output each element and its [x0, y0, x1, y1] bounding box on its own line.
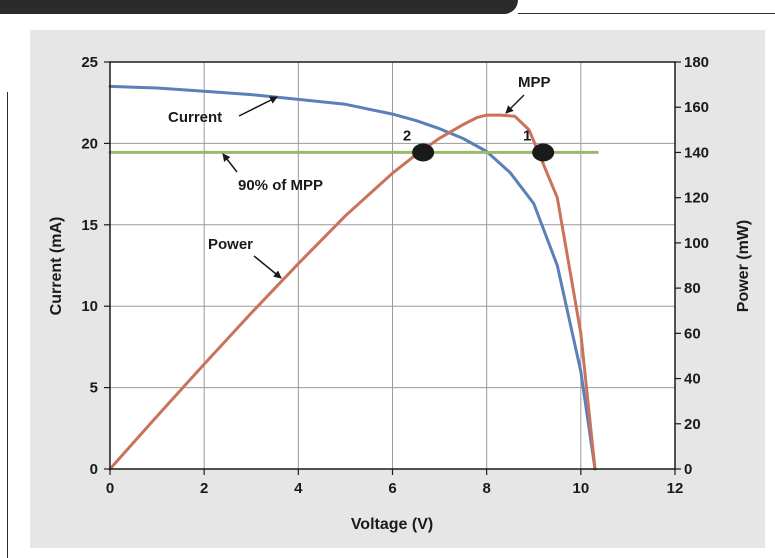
left-rule — [7, 92, 8, 558]
y2-tick-label: 20 — [684, 416, 701, 433]
y-tick-label: 20 — [81, 135, 98, 152]
point-label-1: 1 — [523, 127, 531, 144]
top-rule — [518, 13, 775, 14]
x-tick-label: 6 — [388, 480, 396, 497]
point-marker-2 — [412, 143, 434, 161]
y-tick-label: 15 — [81, 217, 98, 234]
y2-tick-label: 160 — [684, 99, 709, 116]
annotation-current: Current — [168, 109, 222, 126]
annotation-power: Power — [208, 236, 253, 253]
y-axis-label: Current (mA) — [48, 217, 65, 316]
y2-tick-label: 40 — [684, 371, 701, 388]
y2-tick-label: 80 — [684, 280, 701, 297]
x-tick-label: 0 — [106, 480, 114, 497]
y2-tick-label: 100 — [684, 235, 709, 252]
chart-panel: 0 2 4 6 8 10 12 0 5 10 15 20 25 0 20 40 60 80 100 120 140 160… — [30, 30, 765, 548]
y2-tick-label: 0 — [684, 461, 692, 478]
y2-tick-label: 60 — [684, 325, 701, 342]
y-tick-label: 25 — [81, 54, 98, 71]
top-bar — [0, 0, 518, 14]
iv-power-chart: 0 2 4 6 8 10 120510152025020406080100120140160… — [30, 30, 765, 548]
point-marker-1 — [532, 143, 554, 161]
annotation-mpp: MPP — [518, 74, 551, 91]
x-tick-label: 4 — [294, 480, 303, 497]
y-tick-label: 0 — [90, 461, 98, 478]
y2-tick-label: 120 — [684, 190, 709, 207]
annotation-90-mpp: 90% of MPP — [238, 177, 323, 194]
x-axis-label: Voltage (V) — [351, 516, 433, 533]
point-label-2: 2 — [403, 127, 411, 144]
y-tick-label: 5 — [90, 380, 98, 397]
x-tick-label: 8 — [482, 480, 490, 497]
x-tick-label: 12 — [667, 480, 684, 497]
y-tick-label: 10 — [81, 298, 98, 315]
y2-tick-label: 140 — [684, 144, 709, 161]
x-tick-label: 10 — [572, 480, 589, 497]
y2-axis-label: Power (mW) — [735, 220, 752, 312]
y2-tick-label: 180 — [684, 54, 709, 71]
x-tick-label: 2 — [200, 480, 208, 497]
